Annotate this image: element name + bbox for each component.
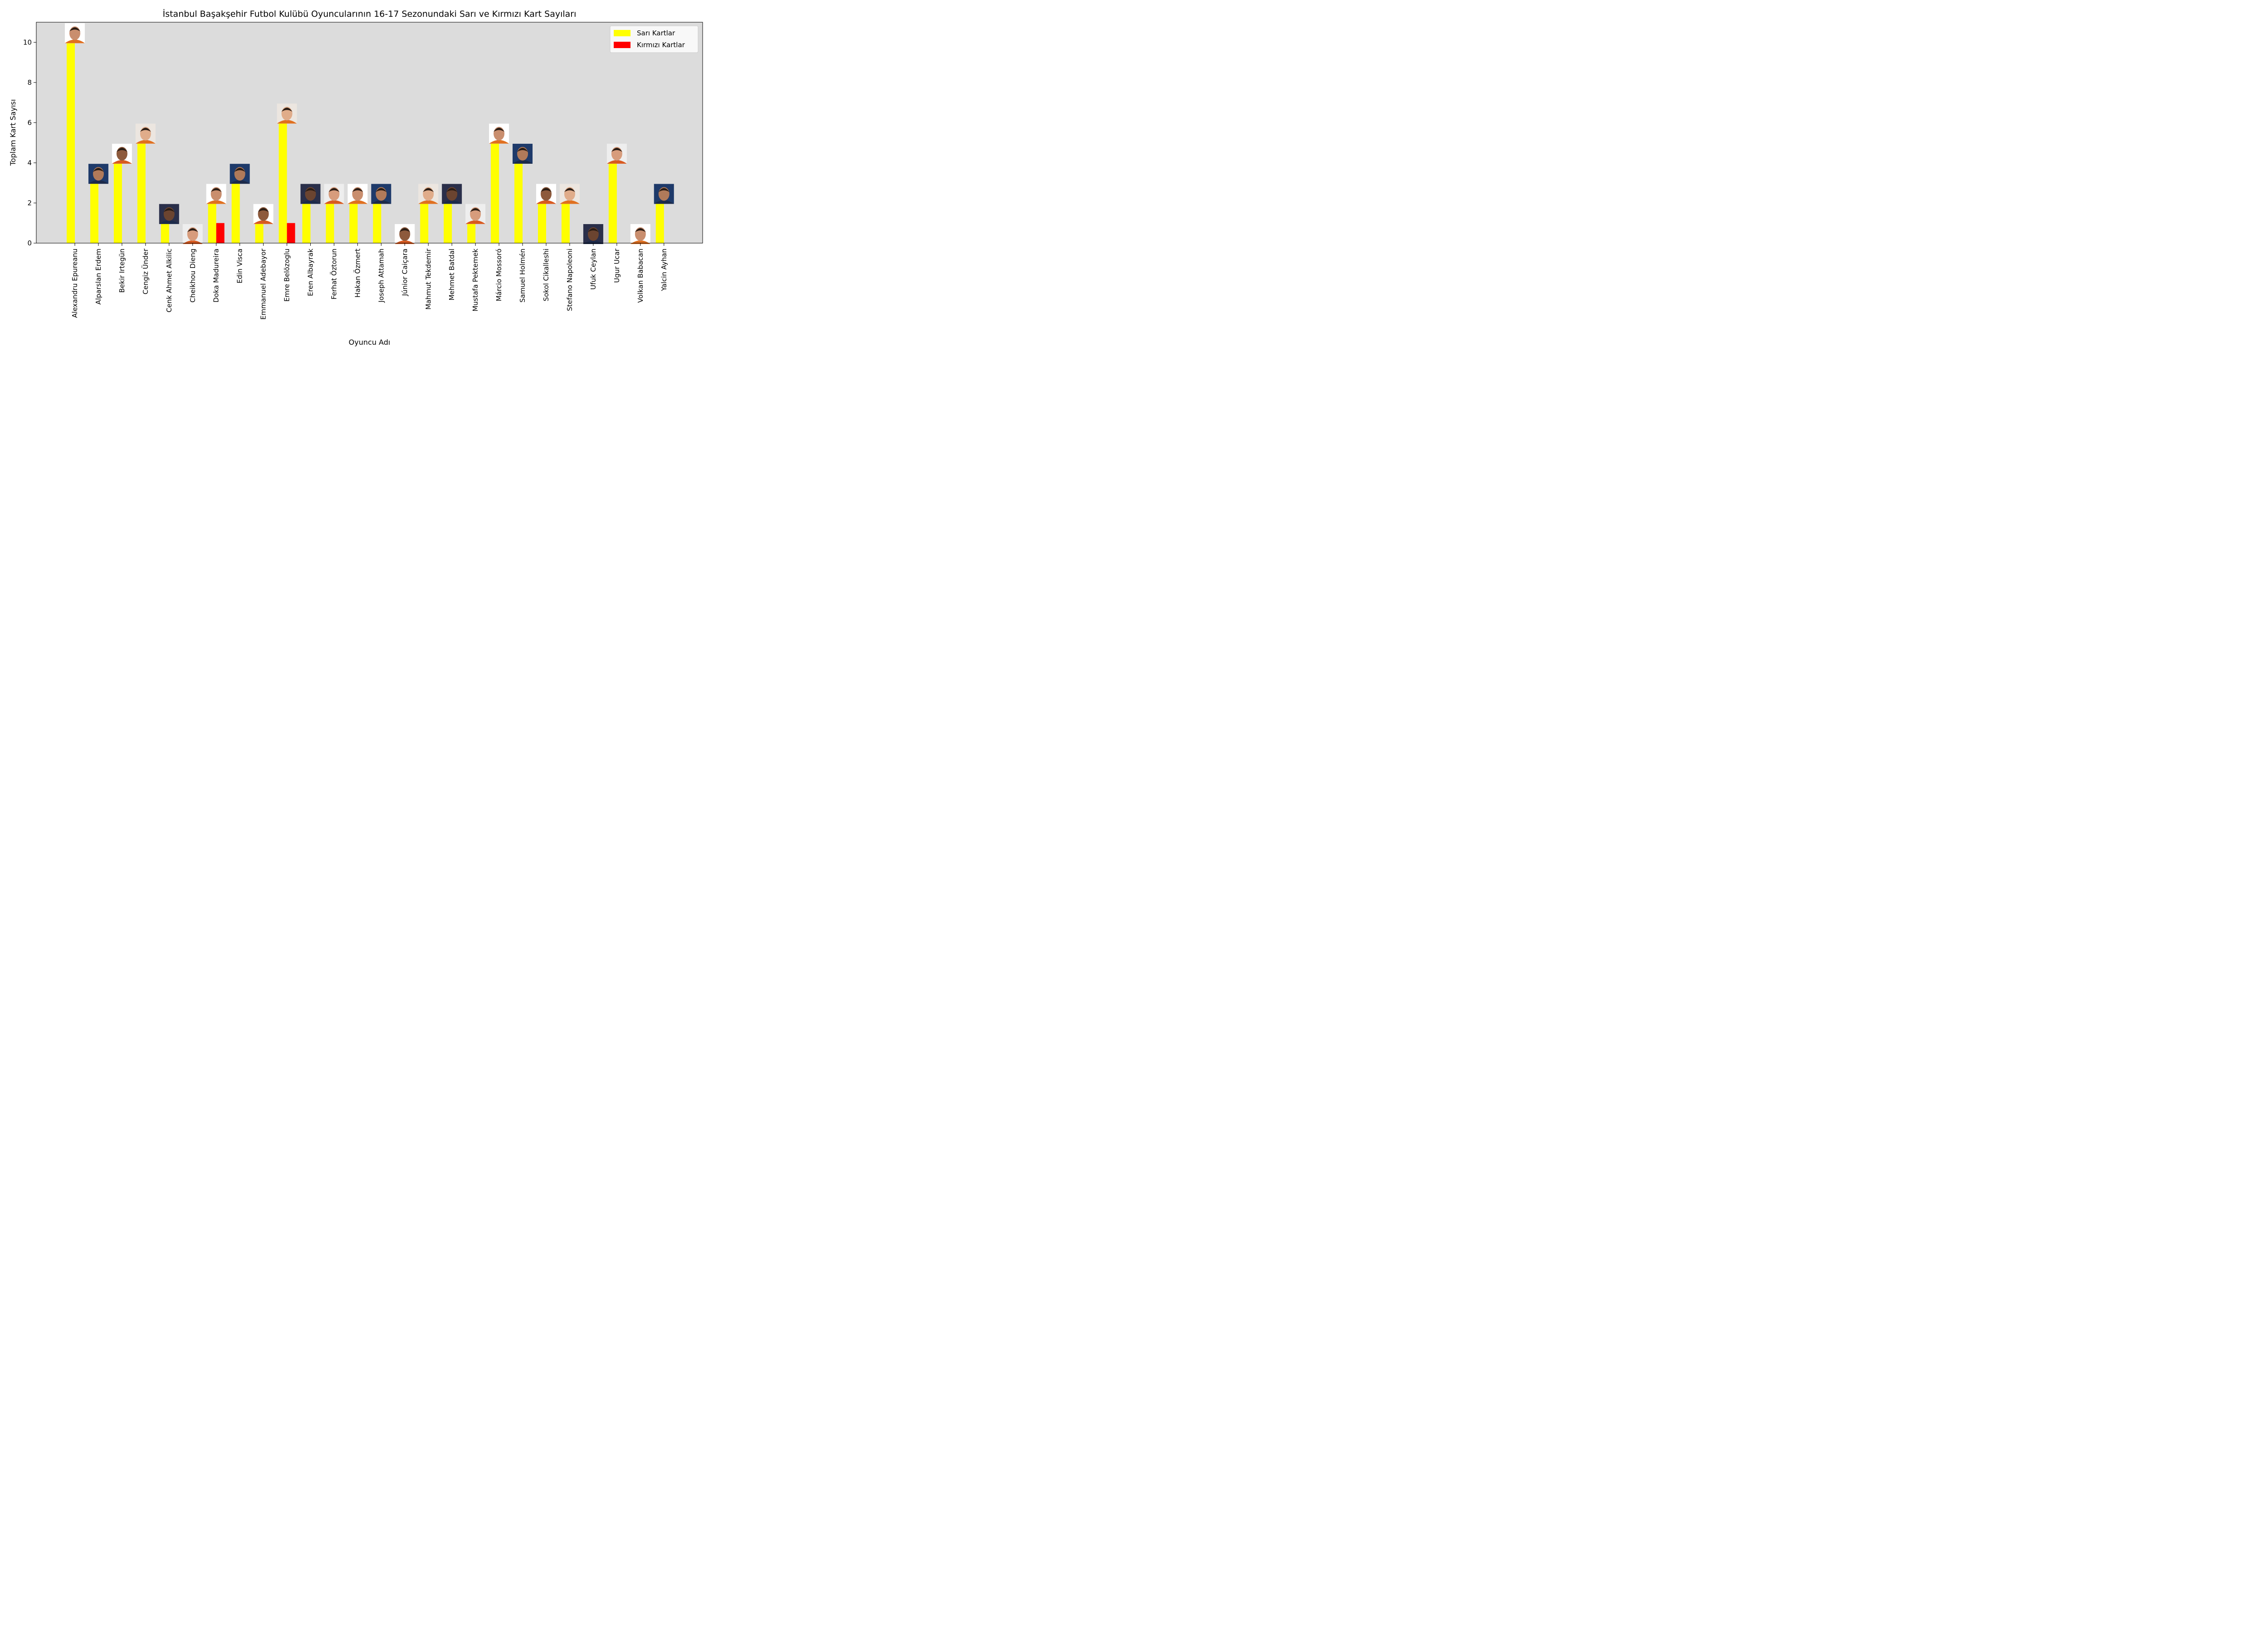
x-tick-label: Emmanuel Adebayor: [259, 248, 268, 320]
player-portrait-icon: [277, 103, 297, 124]
player-portrait-icon: [630, 224, 650, 244]
bar-yellow-cards: [373, 203, 381, 243]
x-tick-label: Ugur Ucar: [613, 248, 621, 283]
bar-yellow-cards: [491, 142, 499, 243]
player-portrait-icon: [559, 184, 580, 204]
player-portrait-icon: [182, 224, 203, 244]
bar-yellow-cards: [444, 203, 452, 243]
x-tick-label: Joseph Attamah: [377, 249, 385, 303]
player-portrait-icon: [300, 184, 321, 204]
bar-yellow-cards: [161, 223, 169, 243]
bar-yellow-cards: [302, 203, 311, 243]
x-tick-label: Sokol Cikalleshi: [542, 249, 550, 301]
bar-yellow-cards: [514, 162, 523, 243]
y-tick-label: 10: [23, 38, 32, 46]
bar-yellow-cards: [538, 203, 546, 243]
bar-yellow-cards: [467, 223, 476, 243]
player-portrait-icon: [347, 184, 368, 204]
player-portrait-icon: [112, 143, 132, 164]
y-tick-label: 2: [27, 199, 32, 207]
y-tick-label: 4: [27, 159, 32, 167]
player-portrait-icon: [654, 184, 674, 204]
y-axis-label: Toplam Kart Sayısı: [9, 99, 17, 166]
player-portrait-icon: [489, 123, 509, 144]
player-portrait-icon: [65, 23, 85, 44]
player-portrait-icon: [135, 123, 156, 144]
x-tick-label: Eren Albayrak: [307, 249, 315, 296]
x-tick-label: Volkan Babacan: [636, 249, 645, 303]
bar-yellow-cards: [90, 183, 98, 243]
x-tick-label: Cengiz Ünder: [141, 248, 150, 294]
x-tick-label: Hakan Özmert: [353, 249, 362, 298]
player-portrait-icon: [88, 164, 108, 184]
x-tick-label: Mehmet Batdal: [448, 249, 456, 300]
player-portrait-icon: [418, 184, 439, 204]
x-tick-label: Bekir Irtegün: [118, 249, 126, 293]
bar-yellow-cards: [420, 203, 429, 243]
x-tick-label: Cenk Ahmet Alkilic: [165, 249, 173, 313]
bar-red-cards: [287, 223, 295, 243]
x-axis-label: Oyuncu Adı: [349, 338, 391, 347]
legend-label-red: Kırmızı Kartlar: [637, 41, 685, 49]
player-portrait-icon: [371, 184, 391, 204]
player-portrait-icon: [206, 184, 226, 204]
x-tick-label: Samuel Holmén: [518, 249, 527, 303]
legend-box: [610, 25, 699, 53]
player-portrait-icon: [253, 204, 274, 224]
bar-yellow-cards: [208, 203, 216, 243]
x-tick-label: Emre Belözoglu: [283, 249, 291, 302]
x-tick-label: Alexandru Epureanu: [71, 249, 79, 318]
x-tick-label: Mustafa Pektemek: [471, 249, 479, 312]
legend-swatch-yellow: [614, 30, 631, 36]
player-portrait-icon: [159, 204, 179, 224]
bar-yellow-cards: [655, 203, 664, 243]
player-portrait-icon: [395, 224, 415, 244]
bar-red-cards: [216, 223, 225, 243]
x-tick-label: Doka Madureira: [212, 249, 220, 303]
x-tick-label: Alparslan Erdem: [94, 249, 103, 305]
x-tick-label: Cheikhou Dieng: [189, 249, 197, 303]
bar-yellow-cards: [137, 142, 146, 243]
bar-yellow-cards: [279, 122, 287, 243]
x-tick-label: Júnior Caiçara: [401, 249, 409, 296]
x-tick-label: Ufuk Ceylan: [589, 249, 597, 290]
bar-yellow-cards: [561, 203, 570, 243]
player-portrait-icon: [536, 184, 556, 204]
player-portrait-icon: [230, 164, 250, 184]
x-tick-label: Ferhat Öztorun: [329, 249, 338, 299]
legend-swatch-red: [614, 42, 631, 48]
y-axis: 0 2 4 6 8 10: [23, 38, 36, 247]
chart-container: 0 2 4 6 8 10 Alexandru Epureanu Alparslan Erde…: [0, 0, 708, 354]
player-portrait-icon: [324, 184, 344, 204]
player-portrait-icon: [513, 143, 533, 164]
y-tick-label: 6: [27, 118, 32, 127]
photos-layer: [65, 23, 674, 244]
x-tick-label: Edin Visca: [236, 249, 244, 284]
bar-yellow-cards: [255, 223, 264, 243]
x-tick-label: Stefano Napoleoni: [566, 249, 574, 311]
x-tick-label: Yalcin Ayhan: [660, 249, 668, 291]
y-tick-label: 0: [27, 239, 32, 247]
player-portrait-icon: [465, 204, 486, 224]
player-portrait-icon: [442, 184, 462, 204]
x-tick-label: Márcio Mossoró: [495, 249, 503, 301]
legend-label-yellow: Sarı Kartlar: [637, 29, 675, 37]
x-tick-label: Mahmut Tekdemir: [424, 248, 432, 309]
bars-layer: [67, 42, 664, 243]
x-axis: Alexandru Epureanu Alparslan Erdem Bekir I…: [71, 243, 668, 320]
bar-yellow-cards: [231, 183, 240, 243]
bar-yellow-cards: [113, 162, 122, 243]
y-tick-label: 8: [27, 78, 32, 87]
player-portrait-icon: [606, 143, 627, 164]
bar-yellow-cards: [608, 162, 617, 243]
chart-title: İstanbul Başakşehir Futbol Kulübü Oyuncu…: [163, 9, 577, 19]
player-portrait-icon: [583, 224, 603, 244]
bar-yellow-cards: [67, 42, 75, 243]
bar-yellow-cards: [349, 203, 358, 243]
bar-yellow-cards: [326, 203, 334, 243]
bar-chart: 0 2 4 6 8 10 Alexandru Epureanu Alparslan Erde…: [0, 0, 708, 354]
plot-frame: [36, 22, 703, 244]
legend: Sarı Kartlar Kırmızı Kartlar: [610, 25, 699, 53]
